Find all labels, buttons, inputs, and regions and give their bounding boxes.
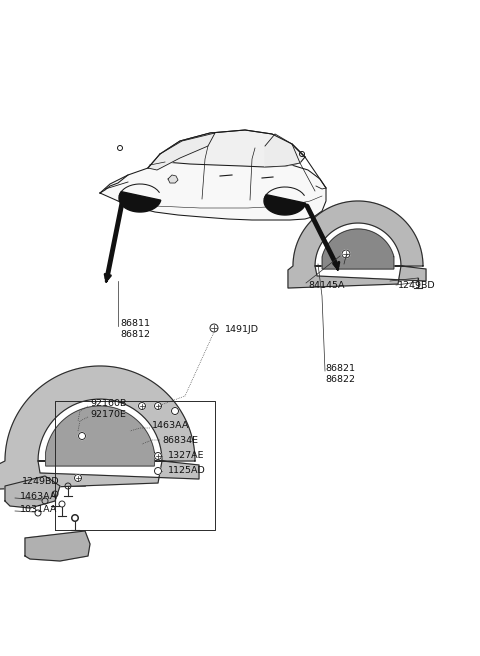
Text: 86821: 86821 — [325, 364, 355, 373]
Text: 84145A: 84145A — [308, 281, 345, 290]
Polygon shape — [265, 134, 300, 167]
Polygon shape — [322, 229, 394, 269]
Circle shape — [139, 403, 145, 409]
Polygon shape — [5, 476, 60, 508]
Polygon shape — [148, 133, 215, 170]
Circle shape — [79, 432, 85, 440]
Text: 1249BD: 1249BD — [22, 477, 60, 486]
Polygon shape — [25, 531, 90, 561]
Text: 86834E: 86834E — [162, 436, 198, 445]
Text: 92170E: 92170E — [90, 410, 126, 419]
Circle shape — [72, 514, 79, 522]
Polygon shape — [100, 157, 326, 220]
Circle shape — [155, 403, 161, 409]
Polygon shape — [119, 192, 161, 212]
Text: 1249BD: 1249BD — [398, 281, 436, 290]
Circle shape — [210, 324, 218, 332]
Circle shape — [342, 250, 350, 258]
Polygon shape — [264, 195, 306, 215]
Text: 1463AA: 1463AA — [152, 421, 190, 430]
Text: 1031AA: 1031AA — [20, 505, 58, 514]
Text: 92160B: 92160B — [90, 399, 126, 408]
Text: 86811: 86811 — [120, 319, 150, 328]
Circle shape — [74, 474, 82, 482]
Circle shape — [155, 453, 161, 459]
Text: 1327AE: 1327AE — [168, 451, 204, 460]
Text: 1491JD: 1491JD — [225, 325, 259, 334]
Polygon shape — [0, 366, 199, 489]
Polygon shape — [288, 201, 426, 288]
Polygon shape — [168, 175, 178, 183]
Polygon shape — [46, 406, 155, 466]
Text: 1463AA: 1463AA — [20, 492, 58, 501]
Text: 86812: 86812 — [120, 330, 150, 339]
Text: 1125AD: 1125AD — [168, 466, 206, 475]
Circle shape — [155, 468, 161, 474]
Polygon shape — [148, 130, 305, 168]
Circle shape — [171, 407, 179, 415]
Text: 86822: 86822 — [325, 375, 355, 384]
